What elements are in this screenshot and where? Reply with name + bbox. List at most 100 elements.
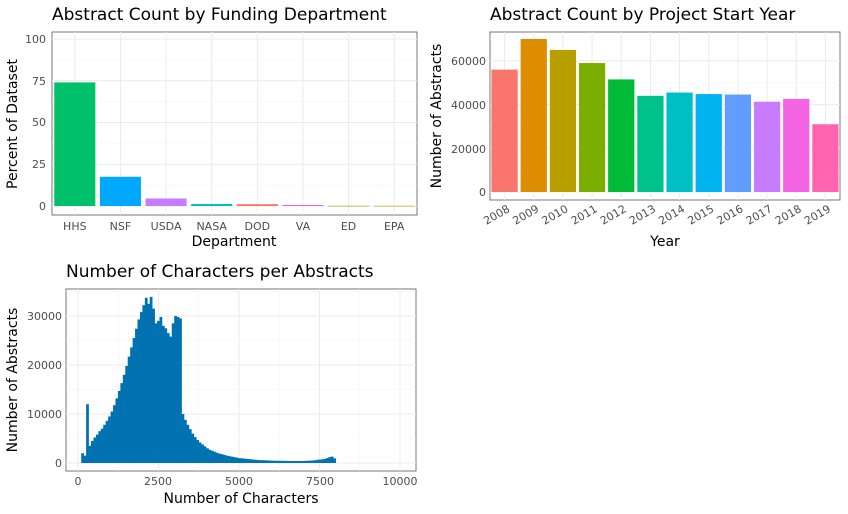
dept-bar-nasa bbox=[191, 203, 233, 206]
chars-hist-bin bbox=[254, 459, 258, 463]
dept-xtick-nsf: NSF bbox=[110, 220, 132, 233]
year-xtick-2017: 2017 bbox=[744, 202, 775, 227]
chars-hist-bin bbox=[181, 414, 185, 463]
dept-bar-va bbox=[282, 204, 324, 206]
dept-bar-dod bbox=[236, 204, 278, 206]
year-xtick-2019: 2019 bbox=[802, 202, 833, 227]
year-bar-2013 bbox=[637, 95, 664, 192]
dept-bar-hhs bbox=[54, 82, 96, 206]
chars-hist-bin bbox=[137, 319, 141, 463]
chars-hist-bin bbox=[91, 440, 94, 463]
year-xtick-2014: 2014 bbox=[656, 202, 687, 227]
chars-hist-bin bbox=[139, 312, 143, 463]
dept-ytick-75: 75 bbox=[32, 75, 46, 88]
chars-hist-bin bbox=[276, 460, 280, 463]
chars-hist-bin bbox=[301, 460, 305, 463]
chars-hist-bin bbox=[110, 411, 114, 463]
year-ytick-60000: 60000 bbox=[451, 55, 486, 68]
chars-hist-bin bbox=[88, 445, 92, 463]
chars-hist-bin bbox=[120, 383, 124, 463]
chars-hist-bin bbox=[232, 457, 236, 463]
dept-xtick-hhs: HHS bbox=[63, 220, 87, 233]
year-xtick-2016: 2016 bbox=[715, 202, 746, 227]
chars-hist-bin bbox=[252, 459, 256, 463]
chars-hist-bin bbox=[171, 323, 175, 463]
chars-hist-bin bbox=[142, 305, 146, 463]
chars-hist-bin bbox=[328, 457, 332, 463]
chars-hist-bin bbox=[311, 460, 315, 463]
year-xtick-2013: 2013 bbox=[627, 202, 658, 227]
chars-hist-bin bbox=[113, 405, 116, 463]
year-bar-2010 bbox=[549, 49, 577, 192]
dept-xtick-va: VA bbox=[296, 220, 311, 233]
dept-bar-ed bbox=[328, 205, 370, 207]
chars-xlabel: Number of Characters bbox=[163, 491, 318, 507]
chars-xtick-10000: 10000 bbox=[383, 475, 418, 488]
chars-hist-bin bbox=[321, 459, 324, 463]
year-xticks: 2008200920102011201220132014201520162017… bbox=[481, 202, 833, 227]
chars-hist-bin bbox=[269, 460, 273, 463]
chars-hist-bin bbox=[228, 456, 231, 463]
chars-hist-bin bbox=[291, 461, 295, 463]
chars-hist-bin bbox=[100, 428, 104, 463]
chars-hist-bin bbox=[159, 316, 163, 463]
chars-hist-bin bbox=[174, 316, 177, 463]
chars-hist-bin bbox=[237, 458, 241, 463]
chars-xtick-7500: 7500 bbox=[306, 475, 334, 488]
chars-hist-bin bbox=[147, 303, 151, 463]
chars-hist-bin bbox=[264, 460, 268, 463]
chars-hist-bin bbox=[250, 459, 253, 463]
dept-xticks: HHS NSF USDA NASA DOD VA ED EPA bbox=[63, 220, 405, 233]
dept-xlabel: Department bbox=[192, 234, 277, 250]
year-bar-2011 bbox=[578, 63, 606, 192]
chars-hist-bin bbox=[220, 454, 224, 463]
chars-hist-bin bbox=[93, 437, 97, 463]
chars-hist-bin bbox=[144, 297, 148, 463]
chars-hist-bin bbox=[149, 296, 153, 463]
chars-ytick-30000: 30000 bbox=[27, 310, 62, 323]
dept-ytick-100: 100 bbox=[25, 33, 46, 46]
chars-ytick-10000: 10000 bbox=[27, 408, 62, 421]
chars-hist-bin bbox=[294, 461, 297, 463]
dept-bar-usda bbox=[145, 198, 187, 206]
chars-hist-bin bbox=[259, 460, 263, 463]
chars-hist-bin bbox=[257, 460, 261, 463]
chars-hist-bin bbox=[201, 444, 204, 463]
chars-hist-bin bbox=[308, 460, 312, 463]
chars-hist-bin bbox=[318, 459, 322, 463]
chars-hist-bin bbox=[103, 424, 106, 463]
chars-hist-bin bbox=[262, 460, 266, 463]
chars-xtick-0: 0 bbox=[75, 475, 82, 488]
chars-hist-bin bbox=[306, 460, 310, 463]
chars-hist-bin bbox=[223, 454, 226, 463]
chars-hist-bin bbox=[267, 460, 270, 463]
dept-xtick-usda: USDA bbox=[151, 220, 182, 233]
chars-hist-bin bbox=[135, 328, 138, 463]
year-bar-2012 bbox=[608, 79, 635, 192]
chars-hist-bin bbox=[196, 439, 199, 463]
chars-xtick-5000: 5000 bbox=[225, 475, 253, 488]
chars-hist-bin bbox=[198, 442, 202, 463]
chars-xtick-2500: 2500 bbox=[144, 475, 172, 488]
year-bar-2008 bbox=[491, 69, 518, 192]
year-xlabel: Year bbox=[649, 234, 680, 250]
chars-hist-bin bbox=[316, 459, 319, 463]
year-bar-2014 bbox=[666, 92, 693, 192]
chars-hist-bin bbox=[303, 460, 307, 463]
chars-hist-bin bbox=[272, 460, 275, 463]
chars-hist-bin bbox=[281, 460, 285, 463]
chars-hist-bin bbox=[105, 420, 109, 463]
year-bar-2017 bbox=[753, 101, 781, 192]
chars-hist-bin bbox=[323, 458, 327, 463]
dept-ytick-0: 0 bbox=[39, 200, 46, 213]
chars-hist-bin bbox=[191, 433, 195, 463]
year-chart: Abstract Count by Project Start Year 0 2… bbox=[429, 5, 841, 250]
dept-xtick-dod: DOD bbox=[245, 220, 271, 233]
dept-bar-epa bbox=[373, 205, 415, 207]
chars-hist-bin bbox=[188, 429, 192, 463]
chars-hist-bin bbox=[117, 390, 121, 463]
chars-hist-bin bbox=[127, 356, 131, 463]
chars-ylabel: Number of Abstracts bbox=[5, 308, 21, 453]
year-xtick-2010: 2010 bbox=[540, 202, 571, 227]
dept-ylabel: Percent of Dataset bbox=[5, 59, 21, 189]
